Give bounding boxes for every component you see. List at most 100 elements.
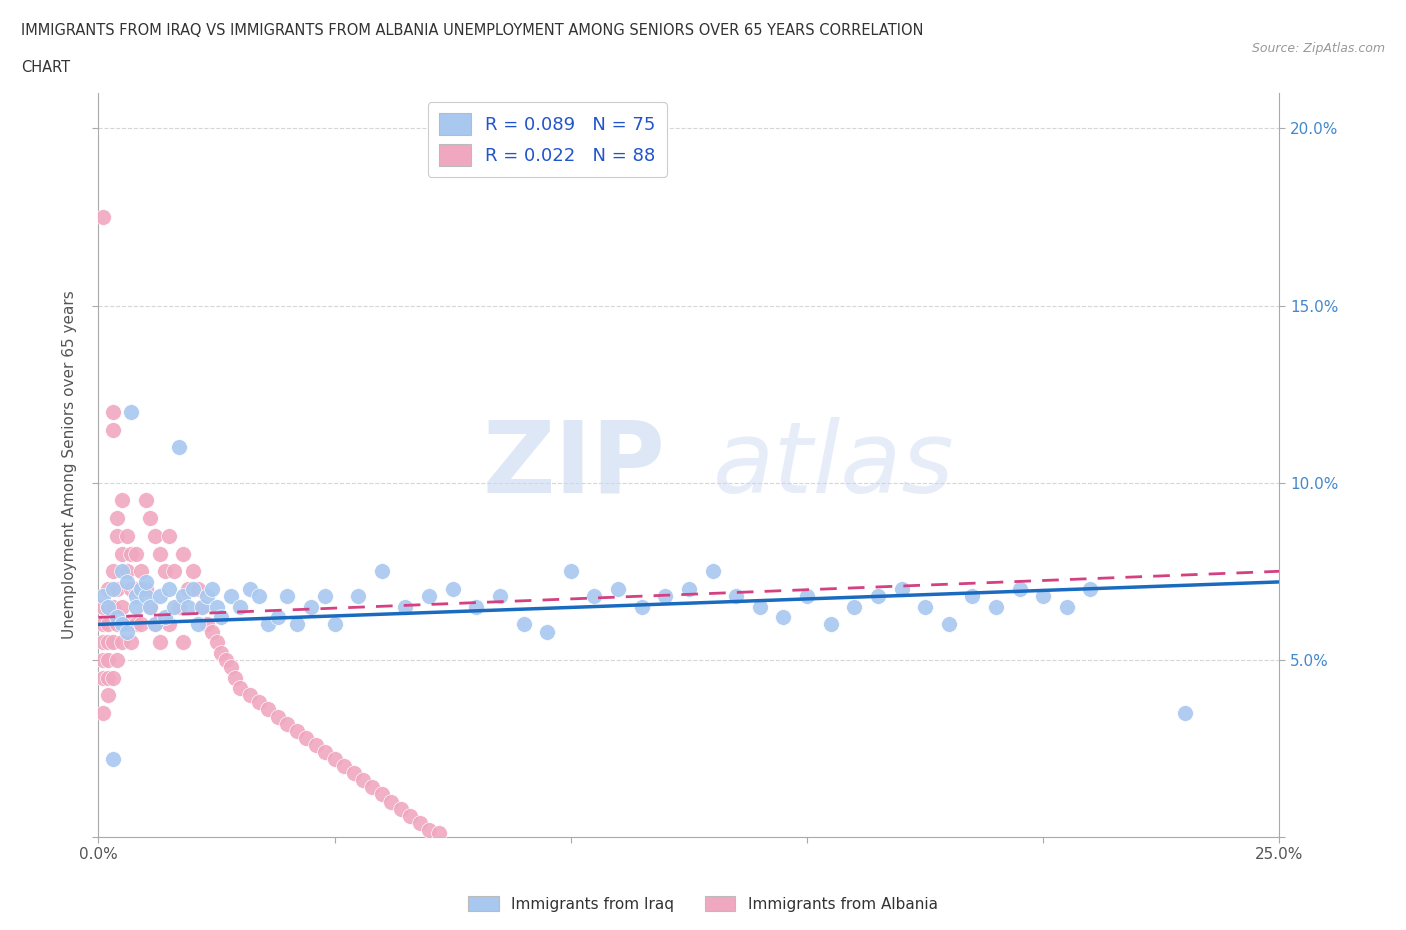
- Point: [820, 617, 842, 631]
- Point: [191, 599, 214, 614]
- Point: [195, 617, 218, 631]
- Point: [267, 610, 290, 625]
- Point: [844, 599, 866, 614]
- Point: [536, 624, 558, 639]
- Point: [205, 634, 228, 649]
- Point: [239, 581, 262, 596]
- Point: [111, 564, 134, 578]
- Point: [97, 599, 120, 614]
- Point: [394, 599, 416, 614]
- Point: [427, 826, 450, 841]
- Point: [389, 802, 412, 817]
- Point: [276, 716, 298, 731]
- Point: [489, 589, 512, 604]
- Point: [91, 617, 114, 631]
- Point: [111, 617, 134, 631]
- Point: [115, 528, 138, 543]
- Point: [333, 759, 356, 774]
- Point: [91, 634, 114, 649]
- Point: [1008, 581, 1031, 596]
- Point: [143, 528, 166, 543]
- Point: [314, 589, 336, 604]
- Text: ZIP: ZIP: [482, 417, 665, 513]
- Point: [285, 617, 308, 631]
- Point: [115, 624, 138, 639]
- Point: [361, 780, 384, 795]
- Point: [101, 599, 124, 614]
- Point: [702, 564, 724, 578]
- Point: [149, 589, 172, 604]
- Point: [1056, 599, 1078, 614]
- Point: [914, 599, 936, 614]
- Point: [111, 634, 134, 649]
- Point: [772, 610, 794, 625]
- Point: [201, 624, 224, 639]
- Point: [105, 581, 128, 596]
- Point: [215, 653, 238, 668]
- Point: [105, 617, 128, 631]
- Point: [938, 617, 960, 631]
- Point: [177, 581, 200, 596]
- Point: [121, 405, 143, 419]
- Point: [97, 617, 120, 631]
- Point: [115, 617, 138, 631]
- Point: [121, 634, 143, 649]
- Point: [91, 706, 114, 721]
- Point: [97, 671, 120, 685]
- Point: [97, 581, 120, 596]
- Point: [191, 599, 214, 614]
- Point: [172, 589, 194, 604]
- Point: [157, 528, 180, 543]
- Point: [135, 493, 157, 508]
- Point: [121, 546, 143, 561]
- Point: [125, 599, 148, 614]
- Point: [229, 681, 252, 696]
- Legend: R = 0.089   N = 75, R = 0.022   N = 88: R = 0.089 N = 75, R = 0.022 N = 88: [427, 102, 666, 177]
- Y-axis label: Unemployment Among Seniors over 65 years: Unemployment Among Seniors over 65 years: [62, 291, 77, 640]
- Point: [267, 709, 290, 724]
- Point: [890, 581, 912, 596]
- Point: [149, 634, 172, 649]
- Point: [125, 617, 148, 631]
- Point: [285, 724, 308, 738]
- Point: [342, 765, 364, 780]
- Point: [91, 209, 114, 224]
- Point: [678, 581, 700, 596]
- Point: [380, 794, 402, 809]
- Point: [399, 808, 422, 823]
- Point: [630, 599, 652, 614]
- Point: [139, 599, 162, 614]
- Point: [135, 575, 157, 590]
- Point: [1032, 589, 1054, 604]
- Point: [219, 659, 242, 674]
- Point: [105, 610, 128, 625]
- Point: [1174, 706, 1197, 721]
- Point: [129, 617, 152, 631]
- Point: [153, 610, 176, 625]
- Point: [157, 617, 180, 631]
- Point: [962, 589, 984, 604]
- Point: [101, 405, 124, 419]
- Point: [91, 653, 114, 668]
- Point: [97, 599, 120, 614]
- Legend: Immigrants from Iraq, Immigrants from Albania: Immigrants from Iraq, Immigrants from Al…: [463, 889, 943, 918]
- Point: [560, 564, 582, 578]
- Point: [97, 634, 120, 649]
- Point: [181, 564, 204, 578]
- Point: [187, 617, 209, 631]
- Point: [465, 599, 488, 614]
- Point: [115, 575, 138, 590]
- Point: [167, 599, 190, 614]
- Point: [748, 599, 770, 614]
- Point: [143, 617, 166, 631]
- Text: Source: ZipAtlas.com: Source: ZipAtlas.com: [1251, 42, 1385, 55]
- Point: [181, 581, 204, 596]
- Point: [441, 581, 464, 596]
- Point: [418, 589, 440, 604]
- Point: [153, 564, 176, 578]
- Point: [224, 671, 246, 685]
- Point: [139, 511, 162, 525]
- Point: [209, 610, 232, 625]
- Point: [101, 564, 124, 578]
- Point: [408, 816, 430, 830]
